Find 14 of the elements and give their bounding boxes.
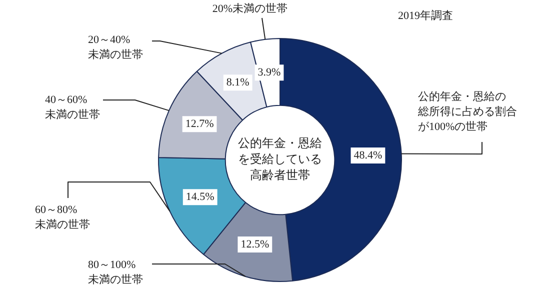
data-label: 12.7% — [185, 118, 214, 130]
slice-label: 40～60%未満の世帯 — [45, 94, 100, 121]
slice-label: 公的年金・恩給の総所得に占める割合が100%の世帯 — [417, 90, 517, 133]
slice-label: 80～100%未満の世帯 — [88, 258, 143, 286]
slice-label: 20%未満の世帯 — [212, 2, 288, 15]
slice-label: 20～40%未満の世帯 — [88, 34, 143, 61]
text: 2019年調査 — [398, 8, 453, 22]
text: 公的年金・恩給を受給している高齢者世帯 — [238, 136, 322, 182]
data-label: 48.4% — [354, 149, 382, 162]
data-label: 8.1% — [226, 76, 250, 89]
data-label: 12.5% — [240, 238, 270, 250]
data-label: 14.5% — [186, 190, 214, 203]
slice-label: 60～80%未満の世帯 — [35, 204, 90, 231]
data-label: 3.9% — [258, 66, 281, 78]
